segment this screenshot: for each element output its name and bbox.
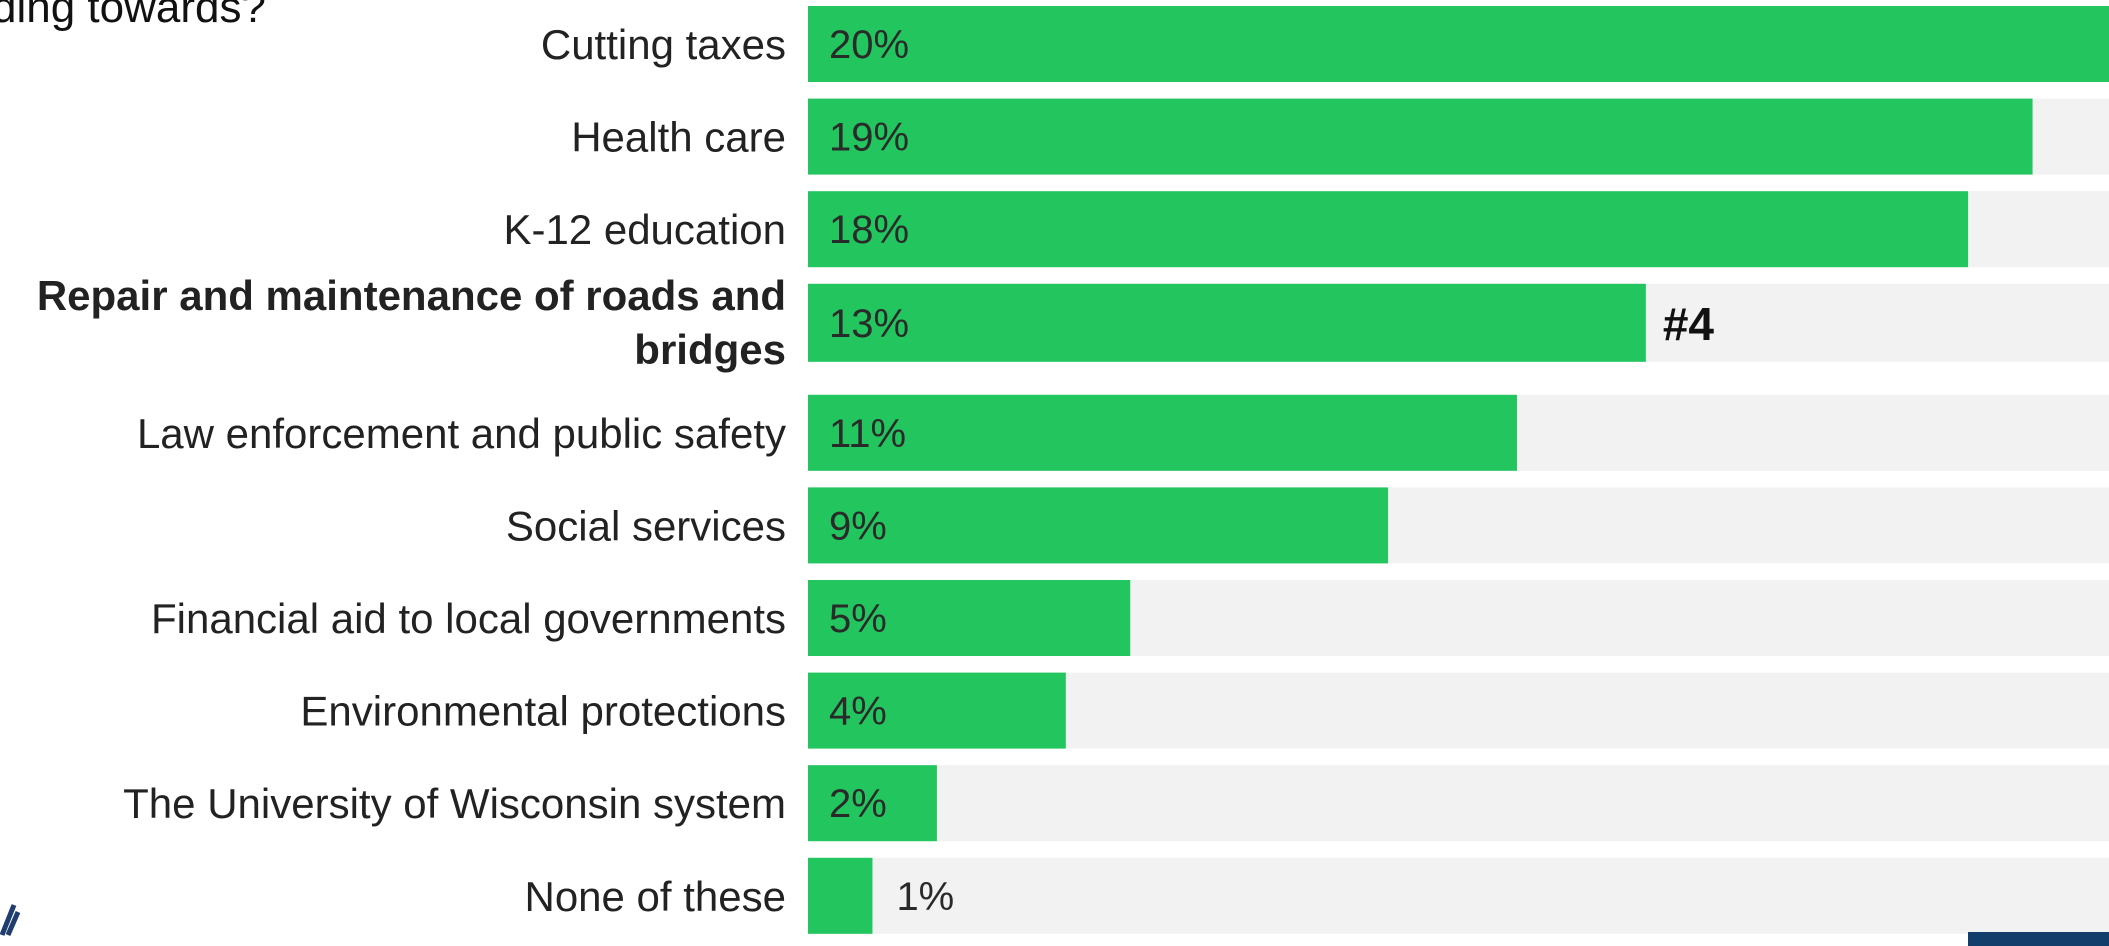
bar: [808, 6, 2109, 82]
category-label: Environmental protections: [300, 688, 786, 735]
bar: [808, 394, 1517, 471]
category-label: Law enforcement and public safety: [137, 410, 786, 457]
value-label: 20%: [829, 23, 909, 67]
category-label: K-12 education: [503, 206, 786, 253]
value-label: 18%: [829, 208, 909, 252]
value-label: 1%: [896, 875, 954, 919]
chart-title-fragment: ding towards?: [0, 0, 266, 32]
corner-logo-box: [1968, 932, 2109, 946]
value-label: 19%: [829, 116, 909, 160]
category-label: Repair and maintenance of roads and bridg…: [37, 272, 786, 373]
bar: [808, 487, 1389, 564]
value-label: 2%: [829, 782, 887, 826]
category-label: None of these: [524, 873, 786, 920]
category-label: Social services: [506, 502, 786, 549]
bar: [808, 765, 937, 842]
bar: [808, 672, 1066, 749]
bar: [808, 98, 2033, 175]
rank-annotation: #4: [1663, 298, 1715, 350]
value-label: 4%: [829, 690, 887, 734]
bar: [808, 191, 1969, 268]
category-label: The University of Wisconsin system: [123, 780, 786, 827]
category-label: Cutting taxes: [541, 21, 786, 68]
logo-fragment-icon: [0, 904, 21, 936]
value-label: 11%: [829, 412, 906, 456]
bar: [808, 580, 1131, 656]
category-label: Health care: [571, 114, 786, 161]
value-label: 9%: [829, 504, 887, 548]
value-label: 13%: [829, 302, 909, 346]
bar-track: [808, 765, 2109, 842]
bar-track: [808, 857, 2109, 934]
bar: [808, 857, 873, 934]
bar: [808, 283, 1646, 362]
category-label: Financial aid to local governments: [151, 595, 786, 642]
bars-layer: 20% Cutting taxes 19% Health care 18% K-12 ed…: [37, 6, 2109, 934]
value-label: 5%: [829, 597, 887, 641]
